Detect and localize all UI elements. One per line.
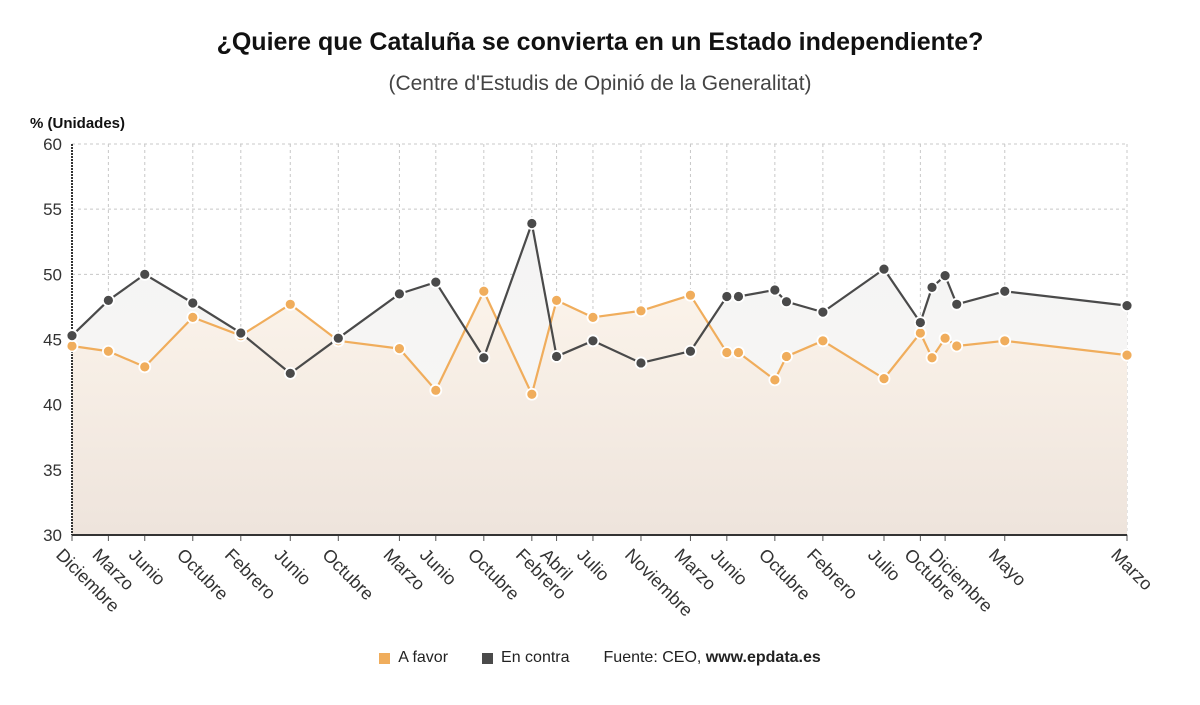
data-point-en-contra xyxy=(780,295,793,309)
data-point-en-contra xyxy=(331,331,345,345)
data-point-en-contra xyxy=(186,296,200,310)
x-tick-label: Octubre xyxy=(755,545,814,604)
data-point-a-favor xyxy=(283,297,297,311)
data-point-en-contra xyxy=(283,366,297,380)
y-tick-label: 45 xyxy=(43,331,62,350)
x-tick-label: Febrero xyxy=(803,545,862,604)
data-point-en-contra xyxy=(65,329,79,342)
data-point-a-favor xyxy=(550,293,563,307)
data-point-en-contra xyxy=(393,287,406,301)
x-tick-label: Febrero xyxy=(221,545,280,604)
legend-label-en-contra: En contra xyxy=(501,649,570,666)
data-point-a-favor xyxy=(780,350,793,363)
data-point-a-favor xyxy=(720,346,734,359)
y-tick-label: 40 xyxy=(43,396,62,415)
data-point-en-contra xyxy=(938,269,952,283)
data-point-en-contra xyxy=(477,351,491,365)
chart-title: ¿Quiere que Cataluña se convierta en un … xyxy=(216,28,984,56)
x-tick-label: Octubre xyxy=(173,545,232,604)
source-note: Fuente: CEO, www.epdata.es xyxy=(604,649,821,667)
data-point-en-contra xyxy=(550,350,563,363)
data-point-a-favor xyxy=(950,339,964,353)
data-point-a-favor xyxy=(393,342,406,356)
x-tick-label: Marzo xyxy=(1107,545,1157,595)
legend-swatch-a-favor xyxy=(379,652,391,664)
data-point-a-favor xyxy=(634,304,648,318)
y-axis-label: % (Unidades) xyxy=(30,115,125,132)
data-point-a-favor xyxy=(586,310,600,324)
data-point-en-contra xyxy=(925,280,939,294)
y-tick-label: 35 xyxy=(43,461,62,480)
data-point-en-contra xyxy=(877,262,891,276)
data-point-a-favor xyxy=(998,334,1012,348)
data-point-a-favor xyxy=(525,387,539,401)
x-tick-label: Junio xyxy=(270,545,315,590)
data-point-en-contra xyxy=(732,290,745,303)
x-tick-label: Julio xyxy=(573,545,613,585)
data-point-a-favor xyxy=(913,326,927,340)
data-point-en-contra xyxy=(138,267,152,281)
legend-item-en-contra[interactable]: En contra xyxy=(482,649,570,667)
y-tick-labels: 30 35 40 45 50 55 60 xyxy=(43,135,62,545)
data-point-a-favor xyxy=(65,339,79,353)
data-point-en-contra xyxy=(720,290,734,303)
data-point-a-favor xyxy=(938,331,952,345)
data-point-a-favor xyxy=(138,360,152,374)
source-prefix: Fuente: CEO, xyxy=(603,649,706,666)
data-point-en-contra xyxy=(101,293,115,307)
data-point-en-contra xyxy=(684,344,697,358)
data-point-en-contra xyxy=(1120,299,1134,313)
y-tick-label: 55 xyxy=(43,200,62,219)
series-points xyxy=(65,217,1134,401)
y-tick-label: 30 xyxy=(43,526,62,545)
data-point-a-favor xyxy=(732,346,745,359)
data-point-a-favor xyxy=(429,383,443,397)
area-a-favor xyxy=(72,291,1127,535)
data-point-en-contra xyxy=(586,334,600,348)
data-point-en-contra xyxy=(234,326,248,340)
data-point-en-contra xyxy=(913,316,927,329)
data-point-en-contra xyxy=(429,275,443,289)
data-point-en-contra xyxy=(816,305,830,319)
y-tick-label: 50 xyxy=(43,265,62,284)
data-point-a-favor xyxy=(816,334,830,348)
data-point-a-favor xyxy=(186,310,200,324)
chart-subtitle: (Centre d'Estudis de Opinió de la Genera… xyxy=(388,72,812,95)
data-point-en-contra xyxy=(768,283,782,297)
legend-swatch-en-contra xyxy=(482,652,494,664)
data-point-en-contra xyxy=(950,297,964,311)
data-point-a-favor xyxy=(925,351,939,365)
data-point-a-favor xyxy=(1120,348,1134,362)
data-point-a-favor xyxy=(768,373,782,387)
data-point-en-contra xyxy=(525,217,539,230)
x-tick-label: Octubre xyxy=(318,545,377,604)
legend: A favor En contra Fuente: CEO, www.epdat… xyxy=(0,649,1200,667)
data-point-en-contra xyxy=(634,356,648,370)
area-fills xyxy=(72,223,1127,535)
legend-item-a-favor[interactable]: A favor xyxy=(379,649,448,667)
data-point-a-favor xyxy=(101,344,115,358)
data-point-en-contra xyxy=(998,284,1012,298)
x-tick-label: Julio xyxy=(864,545,904,585)
x-tick-label: Octubre xyxy=(464,545,523,604)
legend-label-a-favor: A favor xyxy=(398,649,449,666)
source-link[interactable]: www.epdata.es xyxy=(705,649,821,666)
x-tick-label: Mayo xyxy=(985,545,1030,590)
data-point-a-favor xyxy=(877,372,891,386)
data-point-a-favor xyxy=(684,288,697,302)
y-tick-label: 60 xyxy=(43,135,62,154)
data-point-a-favor xyxy=(477,284,491,298)
